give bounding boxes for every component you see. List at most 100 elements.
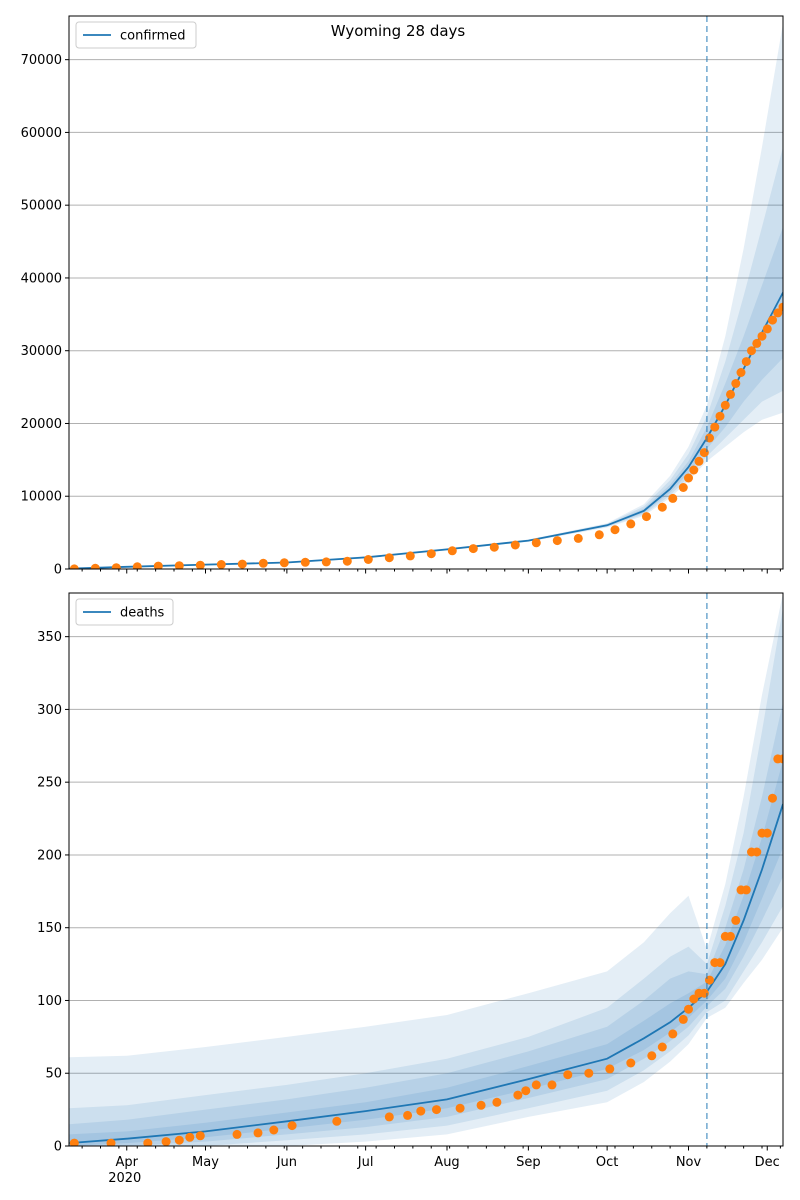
data-point xyxy=(647,1051,657,1061)
data-point xyxy=(731,915,741,925)
data-point xyxy=(741,885,751,895)
y-tick-label: 0 xyxy=(54,563,62,578)
legend-box xyxy=(75,21,197,49)
data-point xyxy=(741,357,751,367)
y-tick-label: 50000 xyxy=(21,199,62,214)
data-point xyxy=(69,1138,79,1146)
data-point xyxy=(678,1014,688,1024)
y-tick-label: 10000 xyxy=(21,490,62,505)
data-point xyxy=(403,1110,413,1120)
data-point xyxy=(510,540,520,550)
data-point xyxy=(143,1138,153,1146)
data-point xyxy=(513,1090,523,1100)
x-tick-label: May xyxy=(192,1155,219,1170)
data-point xyxy=(426,549,436,559)
y-tick-label: 100 xyxy=(37,994,62,1009)
data-point xyxy=(332,1116,342,1126)
y-tick-label: 350 xyxy=(37,630,62,645)
x-tick-label: Dec xyxy=(755,1155,780,1170)
data-point xyxy=(69,564,79,569)
x-tick-label: Aug xyxy=(434,1155,459,1170)
data-point xyxy=(778,754,783,764)
data-point xyxy=(90,563,100,569)
data-point xyxy=(736,368,746,377)
data-point xyxy=(668,493,678,503)
uncertainty-band-99 xyxy=(69,593,783,1146)
data-point xyxy=(694,456,704,466)
data-point xyxy=(476,1100,486,1110)
data-point xyxy=(106,1138,116,1146)
data-point xyxy=(195,560,205,569)
data-point xyxy=(237,559,247,569)
data-point xyxy=(455,1103,465,1113)
data-point xyxy=(668,1029,678,1039)
data-point xyxy=(232,1129,242,1139)
data-point xyxy=(416,1106,426,1116)
data-point xyxy=(752,847,762,857)
data-point xyxy=(185,1132,195,1142)
data-point xyxy=(710,422,720,432)
data-point xyxy=(552,536,562,546)
data-point xyxy=(531,1080,541,1090)
data-point xyxy=(111,563,121,569)
data-point xyxy=(778,302,783,312)
x-tick-sublabel: 2020 xyxy=(108,1171,141,1186)
data-point xyxy=(153,561,163,569)
series-line-deaths xyxy=(69,803,783,1144)
data-point xyxy=(489,542,499,552)
data-point xyxy=(752,338,762,348)
plot-frame xyxy=(68,592,784,1147)
y-tick-label: 150 xyxy=(37,921,62,936)
data-point xyxy=(768,315,777,325)
y-tick-label: 70000 xyxy=(21,53,62,68)
y-tick-label: 300 xyxy=(37,703,62,718)
data-point xyxy=(626,1058,636,1068)
uncertainty-band-80 xyxy=(69,702,783,1146)
data-point xyxy=(594,530,604,540)
uncertainty-band-95 xyxy=(69,607,783,1146)
plot-frame xyxy=(68,15,784,570)
data-point xyxy=(689,994,699,1004)
data-point xyxy=(492,1097,502,1107)
data-point xyxy=(432,1105,441,1115)
data-point xyxy=(610,525,620,535)
data-point xyxy=(174,561,184,569)
data-point xyxy=(300,557,310,567)
data-point xyxy=(684,473,693,483)
data-point xyxy=(363,555,373,564)
y-tick-label: 200 xyxy=(37,848,62,863)
data-point xyxy=(132,562,142,569)
data-point xyxy=(715,958,725,968)
x-tick-label: Jun xyxy=(276,1155,297,1170)
data-point xyxy=(584,1068,594,1078)
data-point xyxy=(731,379,741,388)
data-point xyxy=(768,793,777,803)
y-tick-label: 20000 xyxy=(21,417,62,432)
data-point xyxy=(678,483,688,492)
data-point xyxy=(521,1086,531,1096)
data-point xyxy=(269,1125,279,1135)
figure-title: Wyoming 28 days xyxy=(331,22,466,40)
y-tick-label: 40000 xyxy=(21,271,62,286)
confirmed-chart: 0 10000 20000 30000 40000 50000 60000 70000 conf… xyxy=(21,15,784,578)
data-point xyxy=(626,519,636,529)
y-tick-label: 30000 xyxy=(21,344,62,359)
legend: confirmed xyxy=(75,21,197,49)
data-point xyxy=(384,1112,394,1122)
data-point xyxy=(216,560,226,569)
data-point xyxy=(321,557,331,567)
data-point xyxy=(468,544,478,554)
legend-label: deaths xyxy=(120,606,165,621)
data-point xyxy=(405,551,415,561)
x-tick-label: Sep xyxy=(516,1155,541,1170)
plot-area xyxy=(69,23,783,569)
data-point xyxy=(384,553,394,563)
x-tick-label: Apr xyxy=(116,1155,139,1170)
data-point xyxy=(447,546,457,556)
data-point xyxy=(573,533,583,543)
data-point xyxy=(563,1070,573,1080)
data-point xyxy=(531,538,541,548)
data-point xyxy=(253,1128,263,1138)
data-point xyxy=(757,331,767,341)
